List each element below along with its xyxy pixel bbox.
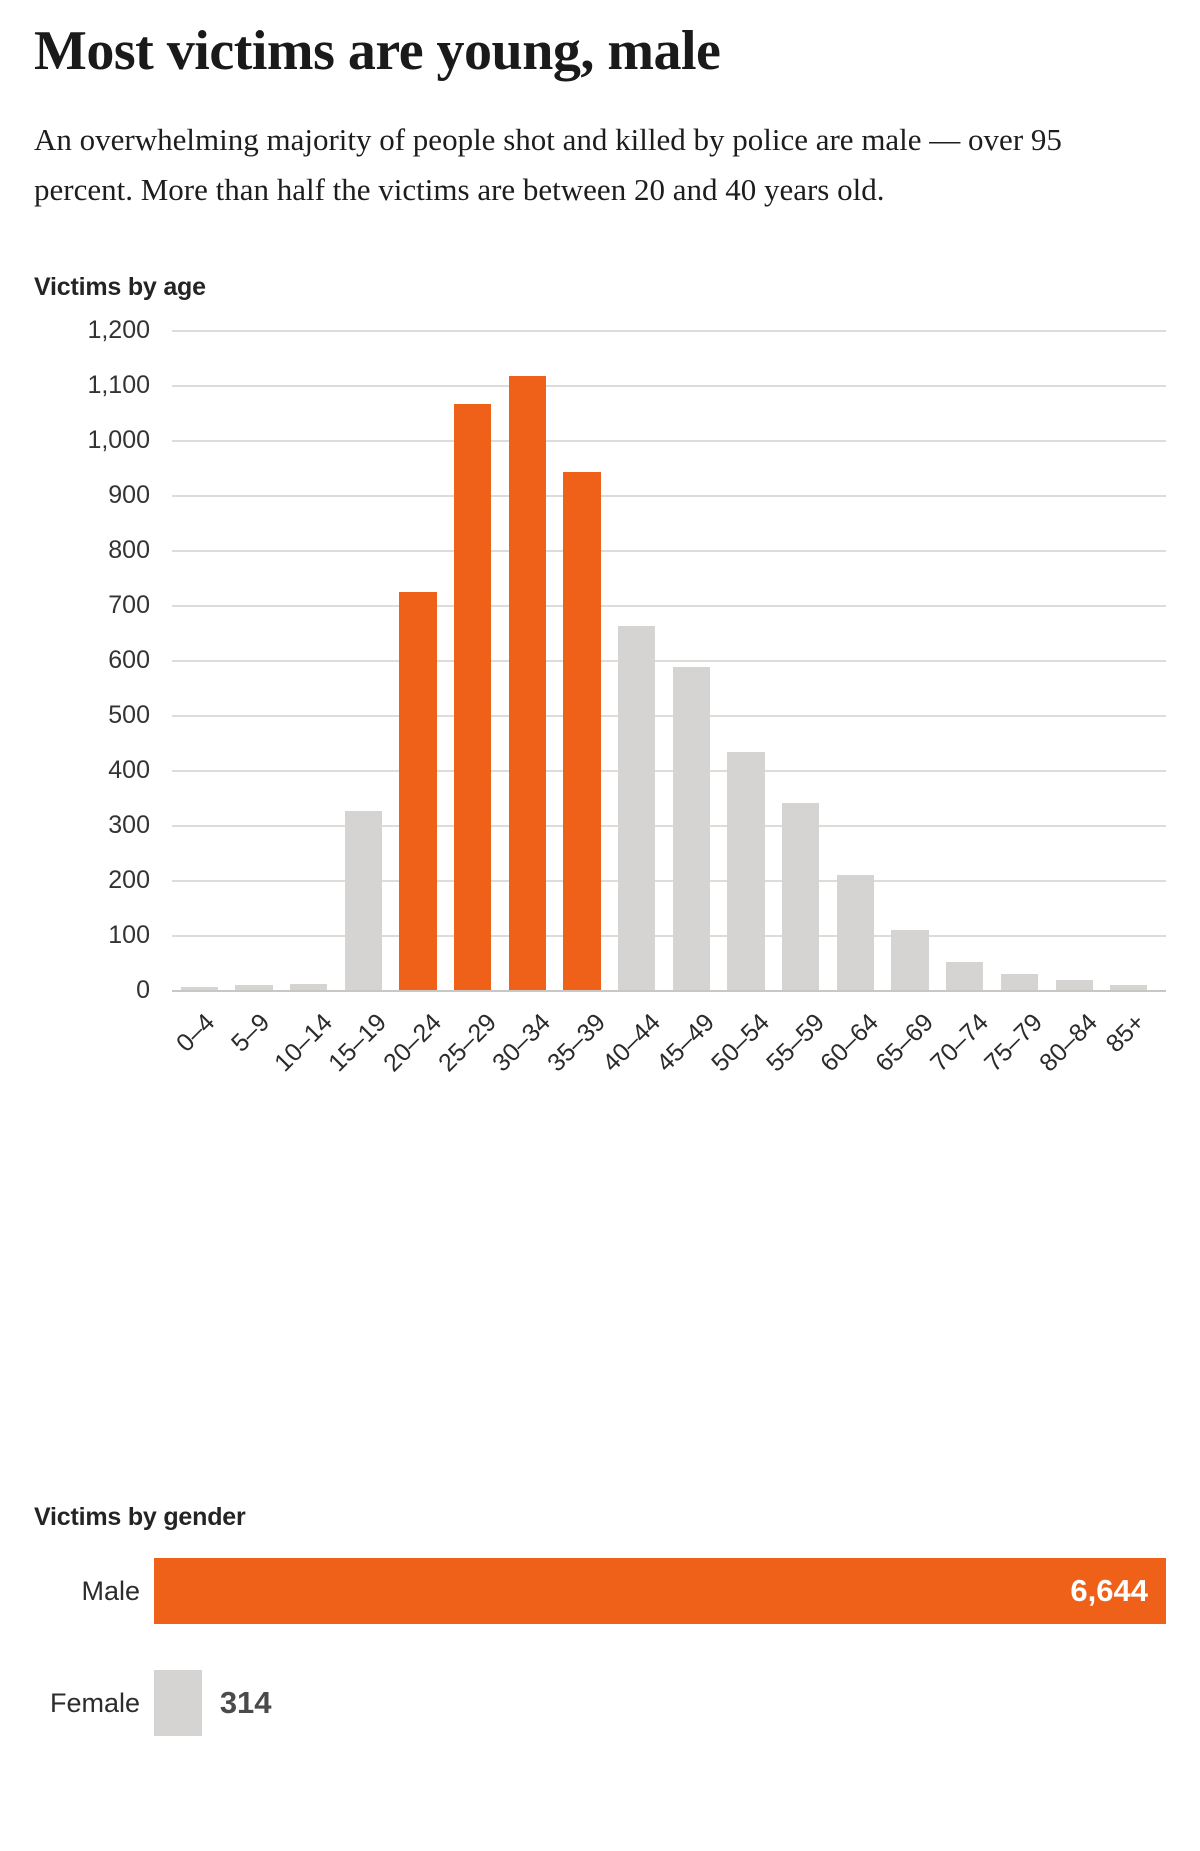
age-bar[interactable] xyxy=(399,592,437,991)
bar-slot xyxy=(937,330,992,991)
age-bar[interactable] xyxy=(946,961,984,991)
bar-slot xyxy=(555,330,610,991)
age-bar[interactable] xyxy=(727,752,765,991)
gender-chart-rows: Male 6,644 Female 314 xyxy=(34,1558,1166,1736)
bar-slot xyxy=(1047,330,1102,991)
age-bar[interactable] xyxy=(782,803,820,991)
gender-value-label: 6,644 xyxy=(1070,1573,1148,1608)
standfirst-text: An overwhelming majority of people shot … xyxy=(34,121,1062,208)
bar-slot xyxy=(445,330,500,991)
gridline xyxy=(172,935,1166,938)
y-axis-tick-label: 100 xyxy=(108,921,150,950)
gender-row-label: Male xyxy=(81,1575,140,1606)
bar-slot xyxy=(281,330,336,991)
age-bar-chart: 1,200 1,100 1,000 900 800 700 600 500 400 300 200 1… xyxy=(34,316,1166,1077)
gender-row: Female 314 xyxy=(34,1670,1166,1736)
gridline xyxy=(172,825,1166,828)
bar-slot xyxy=(1101,330,1156,991)
age-chart-x-axis: 0–4 5–9 10–14 15–19 20–24 25–29 30–34 35–39 40–4… xyxy=(171,998,1156,1118)
gender-bar[interactable]: 6,644 xyxy=(154,1558,1166,1624)
y-axis-tick-label: 0 xyxy=(136,976,150,1005)
gridline xyxy=(172,880,1166,883)
y-axis-tick-label: 600 xyxy=(108,646,150,675)
age-bar[interactable] xyxy=(180,987,218,991)
gender-bar-track: 6,644 xyxy=(154,1558,1166,1624)
bar-slot xyxy=(172,330,227,991)
age-chart-gridlines: 1,200 1,100 1,000 900 800 700 600 500 400 300 200 1… xyxy=(87,316,1166,1004)
age-bar[interactable] xyxy=(891,929,929,991)
gender-bar-chart: Victims by gender Male 6,644 Female 314 xyxy=(34,1503,1166,1782)
y-axis-tick-label: 300 xyxy=(108,811,150,840)
age-bar[interactable] xyxy=(1000,973,1038,991)
bar-slot xyxy=(336,330,391,991)
y-axis-tick-label: 400 xyxy=(108,756,150,785)
x-label-slot: 85+ xyxy=(1100,998,1156,1118)
gridline xyxy=(172,605,1166,608)
bar-slot xyxy=(391,330,446,991)
bar-slot xyxy=(500,330,555,991)
y-axis-tick-label: 1,000 xyxy=(87,426,150,455)
gridline xyxy=(172,770,1166,773)
bar-slot xyxy=(719,330,774,991)
bar-slot xyxy=(773,330,828,991)
gridline xyxy=(172,440,1166,443)
gridline xyxy=(172,550,1166,553)
gender-chart-title: Victims by gender xyxy=(34,1503,246,1531)
gender-bar[interactable] xyxy=(154,1670,202,1736)
x-axis-tick-label: 0–4 xyxy=(171,1008,221,1058)
age-bar[interactable] xyxy=(454,403,492,991)
bar-slot xyxy=(609,330,664,991)
age-bar[interactable] xyxy=(618,625,656,991)
y-axis-tick-label: 1,100 xyxy=(87,371,150,400)
gridline xyxy=(172,660,1166,663)
age-chart-title: Victims by age xyxy=(34,273,206,302)
gridline xyxy=(172,715,1166,718)
gridline xyxy=(172,385,1166,388)
x-axis-tick-label: 85+ xyxy=(1100,1008,1151,1059)
gender-row: Male 6,644 xyxy=(34,1558,1166,1624)
age-chart-bars xyxy=(172,330,1156,991)
bar-slot xyxy=(883,330,938,991)
gridline xyxy=(172,990,1166,993)
x-label-slot: 0–4 xyxy=(171,998,227,1118)
bar-slot xyxy=(828,330,883,991)
y-axis-tick-label: 900 xyxy=(108,481,150,510)
page-title: Most victims are young, male xyxy=(34,20,721,82)
age-bar[interactable] xyxy=(290,984,328,991)
y-axis-tick-label: 1,200 xyxy=(87,316,150,345)
bar-slot xyxy=(227,330,282,991)
gridline xyxy=(172,495,1166,498)
gender-row-label: Female xyxy=(49,1687,140,1718)
age-bar[interactable] xyxy=(1110,985,1148,991)
bar-slot xyxy=(992,330,1047,991)
y-axis-tick-label: 200 xyxy=(108,866,150,895)
gridline xyxy=(172,330,1166,333)
age-bar[interactable] xyxy=(508,375,546,991)
age-bar[interactable] xyxy=(344,810,382,991)
bar-slot xyxy=(664,330,719,991)
age-bar[interactable] xyxy=(836,874,874,991)
y-axis-tick-label: 800 xyxy=(108,536,150,565)
x-label-slot: 80–84 xyxy=(1034,998,1103,1118)
age-bar[interactable] xyxy=(235,985,273,991)
age-bar[interactable] xyxy=(1055,979,1093,991)
y-axis-tick-label: 700 xyxy=(108,591,150,620)
gender-value-label: 314 xyxy=(219,1685,272,1720)
gender-bar-track: 314 xyxy=(154,1670,1166,1736)
age-bar[interactable] xyxy=(672,666,710,991)
x-axis-tick-label: 5–9 xyxy=(225,1008,276,1058)
age-bar[interactable] xyxy=(563,471,601,991)
y-axis-tick-label: 500 xyxy=(108,701,150,730)
